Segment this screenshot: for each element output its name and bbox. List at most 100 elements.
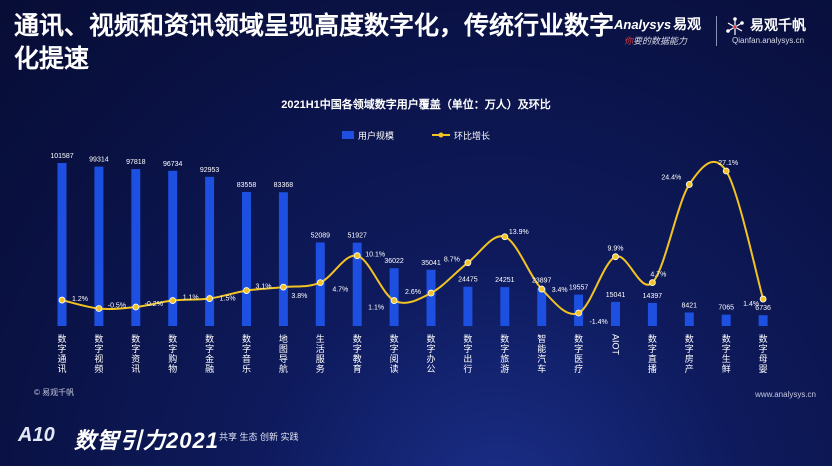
category-label: 数字医疗 (574, 333, 583, 374)
growth-point-12 (464, 259, 472, 267)
bar-10 (389, 268, 399, 326)
bar-value-label: 92953 (200, 167, 220, 174)
growth-point-6 (243, 287, 250, 294)
bar-value-label: 14397 (643, 293, 663, 300)
growth-point-14 (538, 285, 546, 293)
growth-point-19 (722, 167, 730, 175)
growth-value-label: 13.9% (509, 229, 529, 236)
growth-value-label: -1.4% (589, 319, 607, 326)
bar-value-label: 101587 (50, 153, 73, 160)
bar-9 (352, 242, 362, 326)
bar-12 (463, 286, 473, 326)
bar-13 (500, 287, 510, 326)
category-label: 地图导航 (279, 333, 288, 374)
growth-value-label: 1.1% (183, 295, 199, 302)
growth-point-10 (390, 297, 398, 304)
bar-value-label: 52089 (311, 232, 331, 239)
growth-point-5 (206, 295, 214, 302)
bar-3 (131, 169, 141, 326)
growth-value-label: 1.5% (220, 296, 236, 303)
growth-point-3 (132, 303, 140, 311)
growth-point-7 (279, 283, 287, 291)
site-url: www.analysys.cn (755, 390, 816, 399)
bar-value-label: 35041 (421, 260, 441, 267)
growth-point-4 (169, 297, 177, 304)
bar-value-label: 97818 (126, 159, 146, 166)
legend-line-label: 环比增长 (454, 130, 490, 141)
growth-point-8 (316, 279, 324, 287)
brand-divider (716, 16, 717, 46)
bar-value-label: 99314 (89, 157, 109, 164)
growth-point-20 (759, 295, 767, 303)
footer-banner: A10 数智引力2021 共享 生态 创新 实践 (14, 422, 414, 453)
growth-value-label: 2.6% (405, 289, 421, 296)
tagline-rest: 要的数据能力 (633, 36, 688, 46)
footer-title: 数智引力2021 (74, 428, 219, 453)
growth-value-label: 27.1% (718, 160, 738, 167)
page-title: 通讯、视频和资讯领域呈现高度数字化，传统行业数字化提速 (14, 12, 615, 73)
growth-point-15 (575, 309, 582, 317)
bar-16 (611, 301, 620, 326)
category-label: 数字旅游 (500, 333, 509, 374)
bar-value-label: 36022 (384, 258, 404, 265)
growth-value-label: 1.2% (72, 296, 88, 303)
category-label: 数字直播 (648, 333, 657, 374)
bar-11 (426, 269, 436, 326)
qianfan-star-icon (726, 17, 744, 35)
category-label: 生活服务 (316, 333, 325, 374)
chart-legend: 用户规模 环比增长 (342, 130, 490, 141)
analysys-tagline: 你要的数据能力 (624, 34, 687, 47)
category-label: 数字阅读 (390, 333, 399, 374)
growth-value-label: 24.4% (661, 174, 681, 181)
bar-value-label: 83558 (237, 182, 257, 189)
growth-value-label: 1.4% (743, 301, 759, 308)
bar-value-label: 24251 (495, 277, 515, 284)
analysys-logo: Analysys 易观 (614, 14, 701, 34)
category-label: 数字出行 (463, 333, 472, 374)
bar-19 (721, 314, 731, 326)
bar-value-label: 96734 (163, 161, 183, 168)
growth-value-label: -0.5% (108, 303, 126, 310)
growth-value-label: 4.7% (650, 272, 666, 279)
growth-point-13 (501, 233, 509, 241)
category-label: 数字生鲜 (722, 333, 731, 374)
category-label: 数字办公 (426, 333, 435, 374)
bar-value-label: 7065 (718, 305, 734, 312)
bar-value-label: 19557 (569, 285, 589, 292)
growth-value-label: 9.9% (608, 246, 624, 253)
footer-slogan: 共享 生态 创新 实践 (219, 432, 299, 442)
bar-value-label: 8421 (682, 302, 698, 309)
category-label: 数字母婴 (759, 333, 768, 374)
growth-value-label: 3.1% (256, 284, 272, 291)
category-label: 数字通讯 (57, 333, 66, 374)
qianfan-url: Qianfan.analysys.cn (732, 36, 805, 45)
category-label: 数字房产 (685, 333, 694, 374)
tagline-highlight: 你 (624, 36, 634, 46)
growth-value-label: 10.1% (365, 252, 385, 259)
growth-point-1 (58, 296, 66, 304)
legend-bar-label: 用户规模 (358, 130, 394, 141)
bar-6 (242, 191, 251, 326)
growth-point-9 (353, 252, 361, 260)
category-label: 数字资讯 (131, 333, 140, 374)
category-label: AIOT (611, 334, 621, 356)
bar-17 (647, 302, 657, 326)
bar-value-label: 51927 (347, 233, 367, 240)
analysys-name: Analysys (614, 17, 672, 32)
bar-4 (168, 170, 178, 326)
growth-value-label: 1.1% (368, 305, 384, 312)
legend-line-marker (438, 132, 444, 138)
category-label: 智能汽车 (537, 333, 546, 374)
footer-logo: A10 (18, 424, 55, 446)
bar-2 (94, 166, 104, 326)
growth-value-label: 4.7% (332, 287, 348, 294)
growth-point-11 (427, 289, 435, 297)
category-label: 数字视频 (94, 333, 103, 374)
growth-value-label: -0.2% (145, 301, 163, 308)
growth-point-2 (95, 305, 103, 312)
bar-18 (684, 312, 694, 326)
growth-point-18 (685, 181, 693, 188)
bar-1 (57, 163, 67, 326)
brand-block: Analysys 易观 你要的数据能力 易观千帆 Qianfan.analysys… (614, 12, 824, 52)
legend-bar-swatch (342, 131, 354, 139)
